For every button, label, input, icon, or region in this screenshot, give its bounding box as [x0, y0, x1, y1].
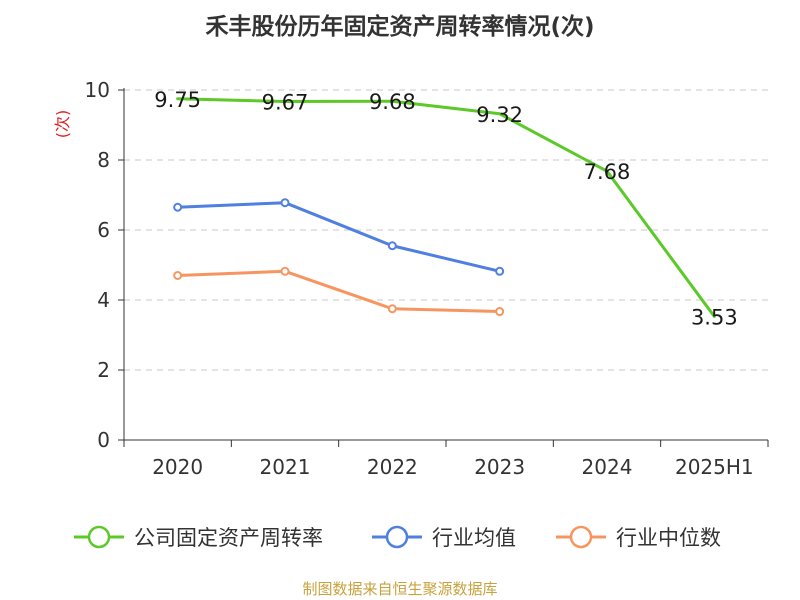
y-tick-label: 10	[85, 78, 110, 102]
legend: 公司固定资产周转率 行业均值 行业中位数	[74, 525, 721, 550]
data-point	[280, 266, 290, 276]
grid-lines	[124, 89, 768, 371]
legend-label: 公司固定资产周转率	[134, 526, 323, 550]
y-tick-label: 2	[97, 358, 110, 382]
chart-title: 禾丰股份历年固定资产周转率情况(次)	[205, 13, 594, 40]
data-label: 9.68	[369, 90, 416, 114]
series-lines	[173, 97, 716, 318]
axes: 0 2 4 6 8 10 2020 2021 2022 2023 2024 2025H1	[85, 78, 769, 479]
x-tick-label: 2021	[260, 455, 311, 479]
source-note: 制图数据来自恒生聚源数据库	[302, 580, 497, 598]
x-tick-label: 2020	[152, 455, 203, 479]
series-line-0	[176, 97, 716, 318]
data-label: 9.75	[154, 88, 201, 112]
y-tick-label: 6	[97, 218, 110, 242]
series-line-2	[176, 269, 502, 314]
data-point	[280, 198, 290, 208]
x-tick-label: 2023	[474, 455, 525, 479]
data-point	[495, 266, 505, 276]
y-axis-label: (次)	[53, 110, 72, 139]
data-labels: 9.75 9.67 9.68 9.32 7.68 3.53	[154, 88, 737, 330]
legend-label: 行业中位数	[616, 526, 721, 550]
data-label: 3.53	[691, 305, 738, 329]
data-label: 9.32	[476, 103, 523, 127]
legend-marker	[87, 525, 111, 549]
data-point	[387, 304, 397, 314]
legend-label: 行业均值	[432, 526, 516, 550]
series-line-1	[176, 201, 502, 273]
x-tick-label: 2024	[582, 455, 633, 479]
data-point	[173, 271, 183, 280]
data-label: 7.68	[584, 160, 631, 184]
x-tick-label: 2022	[367, 455, 418, 479]
y-tick-label: 4	[97, 288, 110, 312]
x-tick-label: 2025H1	[675, 455, 754, 479]
legend-marker	[569, 525, 593, 549]
legend-marker	[385, 525, 409, 549]
y-tick-label: 0	[97, 428, 110, 452]
data-point	[387, 241, 397, 251]
data-label: 9.67	[262, 91, 309, 115]
y-tick-label: 8	[97, 148, 110, 172]
data-point	[173, 202, 183, 212]
data-point	[495, 307, 505, 317]
